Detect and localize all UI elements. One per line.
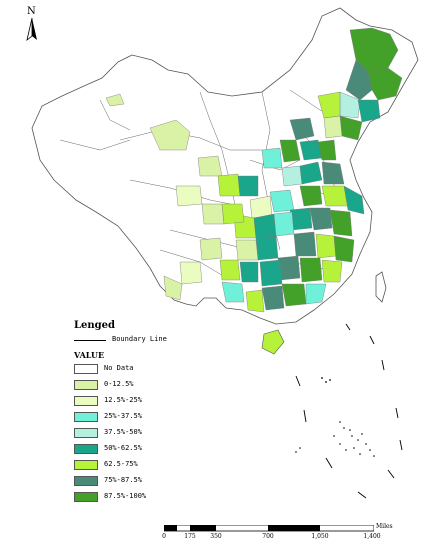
region-dark-teal — [289, 117, 315, 141]
region-dark-green — [317, 139, 337, 161]
region-dark-green — [279, 139, 301, 163]
legend-label: No Data — [104, 364, 134, 372]
region-mint — [221, 281, 245, 303]
region-dark-teal — [261, 285, 285, 311]
scale-bar: Miles 0 175 350 700 1,050 1,400 — [162, 523, 394, 547]
region-teal — [343, 185, 365, 215]
prefecture-fills — [105, 27, 403, 313]
region-dark-teal — [293, 231, 317, 257]
legend-label: 75%-87.5% — [104, 476, 142, 484]
region-dark-green — [299, 185, 323, 207]
hainan-island — [261, 329, 285, 355]
region-pale-green — [323, 115, 343, 139]
region-pale — [249, 195, 273, 219]
legend-label: 0-12.5% — [104, 380, 134, 388]
region-lime — [221, 203, 245, 225]
region-mint — [305, 283, 327, 305]
legend-swatch — [74, 476, 98, 486]
boundary-line-symbol — [74, 340, 106, 341]
region-mint — [269, 189, 295, 213]
scale-unit: Miles — [376, 523, 393, 530]
region-lime — [219, 259, 241, 281]
region-teal — [255, 235, 279, 261]
scale-tick: 1,400 — [363, 533, 381, 540]
legend-swatch — [74, 492, 98, 502]
region-lime — [321, 259, 343, 283]
boundary-label: Boundary Line — [112, 335, 167, 343]
region-teal — [237, 175, 259, 197]
south-sea-islands — [295, 377, 375, 457]
legend-swatch — [74, 444, 98, 454]
region-pale-green — [163, 275, 183, 301]
region-lime — [245, 289, 265, 313]
region-dark-green — [299, 257, 323, 283]
region-pale-green — [201, 203, 225, 225]
legend-swatch — [74, 364, 98, 374]
legend-swatch — [74, 460, 98, 470]
legend-swatch — [74, 396, 98, 406]
region-light-teal — [281, 165, 303, 187]
north-arrow-icon — [26, 17, 37, 42]
south-sea-boundary — [295, 323, 403, 499]
region-pale — [175, 185, 203, 207]
region-teal-dark — [345, 59, 373, 101]
region-dark-green — [281, 283, 307, 307]
region-lime — [217, 173, 241, 197]
region-dark-teal — [321, 161, 345, 185]
region-mint — [273, 211, 295, 237]
region-teal — [259, 259, 283, 287]
scale-tick: 0 — [162, 533, 166, 540]
region-dark-green — [329, 209, 353, 237]
legend-label: 62.5-75% — [104, 460, 138, 468]
legend-swatch — [74, 412, 98, 422]
north-arrow: N — [22, 6, 42, 46]
legend-value-title: VALUE — [74, 350, 105, 360]
region-pale-green — [149, 119, 191, 151]
region-lime — [315, 233, 337, 259]
legend-swatch — [74, 380, 98, 390]
region-dark-teal — [309, 207, 333, 231]
scale-tick: 700 — [262, 533, 274, 540]
legend-label: 37.5%-50% — [104, 428, 142, 436]
scale-tick: 350 — [210, 533, 222, 540]
north-label: N — [27, 6, 36, 17]
legend-title: Lenged — [74, 320, 116, 331]
region-lime — [321, 185, 349, 207]
legend-label: 50%-62.5% — [104, 444, 142, 452]
legend-swatch — [74, 428, 98, 438]
region-teal — [253, 213, 277, 239]
legend-label: 87.5%-100% — [104, 492, 147, 500]
region-teal — [357, 99, 381, 123]
region-pale — [105, 93, 125, 107]
scale-tick: 175 — [184, 533, 196, 540]
legend-label: 12.5%-25% — [104, 396, 142, 404]
legend: Lenged Boundary Line VALUE No Data 0-12.… — [74, 320, 214, 510]
region-pale-green — [199, 237, 223, 261]
region-dark-green — [367, 67, 403, 101]
region-mint — [261, 147, 283, 169]
taiwan-island — [375, 271, 387, 303]
region-dark-green — [333, 235, 355, 263]
region-teal — [239, 261, 259, 283]
region-pale-green — [235, 239, 259, 261]
legend-label: 25%-37.5% — [104, 412, 142, 420]
scale-bar-graphic — [164, 525, 374, 532]
scale-tick: 1,050 — [311, 533, 329, 540]
region-teal — [299, 161, 323, 185]
region-pale — [179, 261, 203, 285]
region-pale-green — [197, 155, 223, 177]
